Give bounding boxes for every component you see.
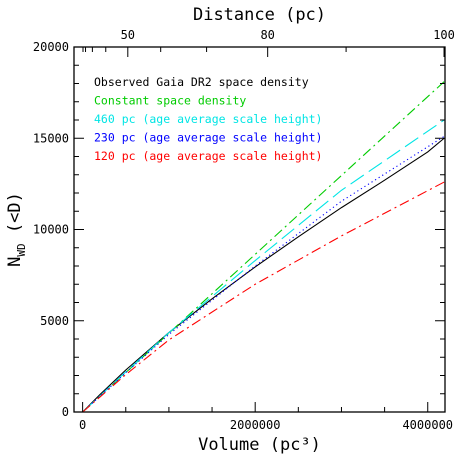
top-tick-label: 80 <box>260 28 274 42</box>
top-tick-label: 100 <box>433 28 455 42</box>
series-line-0 <box>82 137 445 413</box>
x-tick-label: 0 <box>79 418 86 432</box>
x-tick-label: 2000000 <box>230 418 281 432</box>
ticks-layer <box>74 46 445 413</box>
series-line-2 <box>82 119 445 413</box>
series-layer <box>82 81 445 413</box>
top-axis-title: Distance (pc) <box>193 5 326 25</box>
x-axis-title: Volume (pc³) <box>198 435 321 455</box>
legend-entry-4: 120 pc (age average scale height) <box>94 149 322 163</box>
y-axis-title: NWD (<D) <box>5 192 28 267</box>
legend-entry-1: Constant space density <box>94 94 246 108</box>
legend-entry-0: Observed Gaia DR2 space density <box>94 75 309 89</box>
legend-entry-3: 230 pc (age average scale height) <box>94 131 322 145</box>
legend-entry-2: 460 pc (age average scale height) <box>94 112 322 126</box>
series-line-4 <box>82 181 445 413</box>
y-tick-label: 20000 <box>33 40 69 54</box>
y-tick-label: 5000 <box>40 314 69 328</box>
legend: Observed Gaia DR2 space density Constant … <box>94 75 322 163</box>
y-tick-label: 0 <box>62 405 69 419</box>
series-line-3 <box>82 135 445 413</box>
y-tick-label: 15000 <box>33 131 69 145</box>
labels-layer: 0 5000 10000 15000 20000 0 2000000 4000000 50 80 1… <box>5 5 455 455</box>
x-tick-label: 4000000 <box>402 418 453 432</box>
y-tick-label: 10000 <box>33 223 69 237</box>
top-tick-label: 50 <box>121 28 135 42</box>
